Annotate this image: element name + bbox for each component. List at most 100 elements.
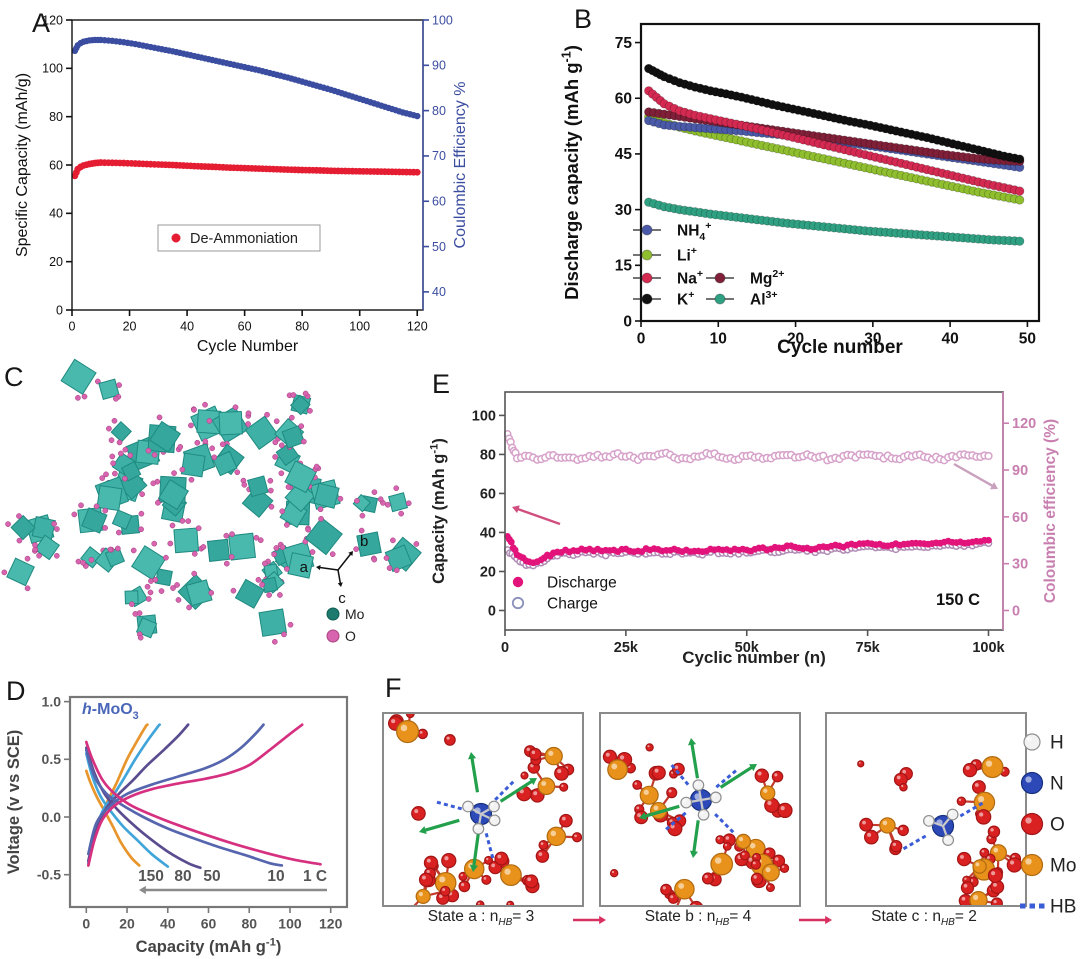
svg-text:Li+: Li+ (677, 245, 697, 264)
svg-text:Specific Capacity (mAh/g): Specific Capacity (mAh/g) (14, 73, 31, 257)
svg-text:80: 80 (49, 110, 63, 124)
state-c-structure (857, 756, 1023, 905)
svg-text:10: 10 (710, 331, 727, 348)
state-a-box (382, 712, 584, 907)
svg-text:30: 30 (1012, 557, 1028, 573)
svg-text:Coulombic Efficiency %: Coulombic Efficiency % (452, 82, 469, 249)
svg-text:Coloumbic efficiency (%): Coloumbic efficiency (%) (1042, 419, 1059, 603)
svg-text:20: 20 (480, 564, 496, 580)
svg-text:NH4+: NH4+ (677, 220, 711, 243)
svg-text:Capacity (mAh g-1): Capacity (mAh g-1) (136, 936, 282, 956)
panel-c-letter: C (4, 362, 24, 392)
panel-a-letter: A (32, 8, 51, 38)
svg-text:Cycle number: Cycle number (777, 337, 903, 358)
svg-text:30: 30 (864, 331, 881, 348)
panel-f-letter: F (385, 673, 402, 703)
svg-text:50k: 50k (735, 640, 760, 656)
svg-text:O: O (1050, 815, 1065, 836)
svg-text:60: 60 (615, 91, 632, 108)
svg-text:0.0: 0.0 (42, 809, 62, 825)
svg-text:80: 80 (241, 915, 257, 931)
svg-text:H: H (1050, 733, 1064, 754)
svg-text:120: 120 (319, 915, 343, 931)
svg-text:HB: HB (1050, 897, 1076, 918)
state-transition-arrow-2 (799, 915, 832, 925)
svg-text:60: 60 (238, 319, 252, 333)
svg-text:c: c (338, 590, 346, 607)
svg-text:70: 70 (432, 149, 446, 163)
svg-text:0: 0 (501, 640, 509, 656)
panel-d-chart: 0 20 40 60 80 100 120 1.0 0.5 0.0 -0.5 Capacity (mA… (5, 693, 349, 956)
svg-text:0: 0 (488, 603, 496, 619)
svg-text:-0.5: -0.5 (37, 866, 61, 882)
svg-text:0: 0 (637, 331, 646, 348)
svg-text:40: 40 (480, 525, 496, 541)
panel-b-letter: B (574, 4, 593, 34)
svg-text:20: 20 (787, 331, 804, 348)
state-c-box (825, 712, 1027, 907)
svg-text:0: 0 (623, 313, 632, 330)
svg-text:100: 100 (42, 62, 63, 76)
svg-text:60: 60 (1012, 510, 1028, 526)
svg-text:0.5: 0.5 (42, 751, 62, 767)
panel-f: F State a : nHB= 3 State b : nHB= 4 Stat… (372, 670, 1080, 959)
svg-text:45: 45 (615, 146, 633, 163)
svg-text:Cycle Number: Cycle Number (197, 338, 299, 355)
svg-text:20: 20 (49, 255, 63, 269)
svg-text:25k: 25k (614, 640, 639, 656)
svg-text:150 C: 150 C (936, 591, 980, 609)
svg-text:1 C: 1 C (303, 868, 327, 885)
state-caption-2: State c : nHB= 2 (871, 908, 977, 929)
panel-d-letter: D (6, 676, 26, 706)
svg-text:100: 100 (432, 13, 453, 27)
svg-text:30: 30 (615, 202, 632, 219)
svg-text:De-Ammoniation: De-Ammoniation (190, 231, 298, 247)
svg-text:80: 80 (174, 868, 191, 885)
svg-text:120: 120 (407, 319, 428, 333)
svg-text:N: N (1050, 774, 1064, 795)
svg-text:Mo: Mo (345, 606, 365, 622)
svg-text:0: 0 (82, 915, 90, 931)
svg-text:50: 50 (1019, 331, 1036, 348)
svg-text:1.0: 1.0 (42, 693, 62, 709)
f-legend: HNO Mo HB (1020, 733, 1076, 918)
svg-text:0: 0 (56, 303, 63, 317)
svg-text:20: 20 (123, 319, 137, 333)
svg-text:75: 75 (615, 35, 633, 52)
state-b-box (599, 712, 801, 907)
svg-text:20: 20 (119, 915, 135, 931)
svg-text:b: b (360, 533, 368, 550)
svg-text:Na+: Na+ (677, 268, 703, 287)
svg-text:15: 15 (615, 258, 633, 275)
svg-text:100: 100 (349, 319, 370, 333)
svg-text:50: 50 (203, 868, 220, 885)
svg-text:a: a (300, 559, 309, 576)
svg-text:10: 10 (267, 868, 284, 885)
svg-text:Voltage (v vs SCE): Voltage (v vs SCE) (5, 730, 23, 875)
svg-text:100k: 100k (972, 640, 1005, 656)
svg-text:50: 50 (432, 240, 446, 254)
svg-text:40: 40 (49, 207, 63, 221)
svg-text:Al3+: Al3+ (750, 289, 778, 308)
svg-text:80: 80 (432, 104, 446, 118)
svg-text:60: 60 (201, 915, 217, 931)
svg-text:120: 120 (1012, 416, 1036, 432)
svg-text:O: O (345, 628, 356, 644)
svg-text:60: 60 (49, 158, 63, 172)
svg-text:Mg2+: Mg2+ (750, 268, 784, 287)
svg-text:90: 90 (1012, 463, 1028, 479)
svg-text:40: 40 (942, 331, 959, 348)
state-transition-arrow-1 (573, 915, 606, 925)
svg-text:0: 0 (69, 319, 76, 333)
svg-text:90: 90 (432, 59, 446, 73)
panel-c-structure: a b cMo O (1, 358, 422, 645)
svg-text:40: 40 (180, 319, 194, 333)
svg-text:120: 120 (42, 13, 63, 27)
svg-text:100: 100 (278, 915, 302, 931)
state-caption-1: State b : nHB= 4 (644, 908, 752, 929)
svg-text:Capacity (mAh g-1): Capacity (mAh g-1) (428, 438, 448, 584)
svg-text:150: 150 (138, 868, 164, 885)
svg-text:60: 60 (480, 486, 496, 502)
svg-text:h-MoO3: h-MoO3 (82, 701, 139, 722)
